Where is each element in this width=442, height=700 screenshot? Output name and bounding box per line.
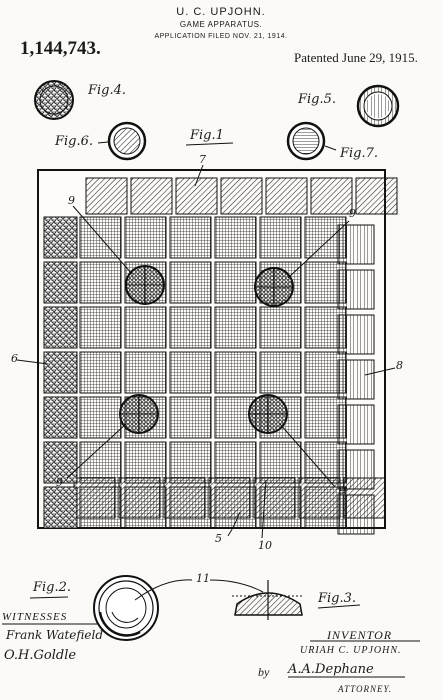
board-square <box>125 307 166 348</box>
fig4-piece <box>35 81 73 119</box>
fig3-piece <box>232 580 304 620</box>
fig3-leader <box>210 580 263 592</box>
board-square <box>44 487 77 528</box>
attorney-label: ATTORNEY. <box>338 684 392 694</box>
board-square <box>44 307 77 348</box>
board-square <box>80 307 121 348</box>
attorney-signature: A.A.Dephane <box>288 662 374 677</box>
board-square <box>80 442 121 483</box>
witness-signature-2: O.H.Goldle <box>4 648 76 663</box>
fig2-underline <box>30 597 68 598</box>
board-piece <box>249 395 287 433</box>
game-board <box>17 165 397 538</box>
board-square <box>170 307 211 348</box>
board-piece <box>126 266 164 304</box>
board-square <box>131 178 172 214</box>
board-square <box>305 352 346 393</box>
ref-8: 8 <box>396 359 403 372</box>
board-square <box>260 442 301 483</box>
board-square <box>44 217 77 258</box>
fig7-leader <box>325 146 336 150</box>
ref-9: 9 <box>339 484 346 497</box>
board-square <box>215 262 256 303</box>
board-square <box>80 352 121 393</box>
board-square <box>170 487 211 528</box>
witness-signature-1: Frank Watefield <box>6 628 103 642</box>
board-square <box>170 217 211 258</box>
fig2-label: Fig.2. <box>33 580 71 595</box>
fig5-piece <box>358 86 398 126</box>
ref-9: 9 <box>56 476 63 489</box>
board-square <box>215 217 256 258</box>
board-square <box>356 178 397 214</box>
board-square <box>305 262 346 303</box>
board-square <box>215 352 256 393</box>
board-square <box>170 352 211 393</box>
fig4-label: Fig.4. <box>88 83 126 98</box>
by-label: by <box>258 665 269 680</box>
board-square <box>44 397 77 438</box>
ref-11: 11 <box>196 572 210 585</box>
board-square <box>125 352 166 393</box>
board-square <box>260 307 301 348</box>
board-square <box>170 262 211 303</box>
board-square <box>215 442 256 483</box>
witnesses-label: WITNESSES <box>2 611 67 623</box>
board-square <box>125 217 166 258</box>
board-square <box>80 397 121 438</box>
board-square <box>305 397 346 438</box>
fig5-label: Fig.5. <box>298 92 336 107</box>
ref-10: 10 <box>258 539 272 552</box>
ref-5: 5 <box>215 532 222 545</box>
inventor-label: INVENTOR <box>327 628 392 643</box>
fig1-underline <box>186 143 233 145</box>
fig2-piece <box>94 576 158 640</box>
board-square <box>215 307 256 348</box>
ref-6: 6 <box>11 352 18 365</box>
board-square <box>170 397 211 438</box>
fig7-piece <box>288 123 324 159</box>
patented-date: Patented June 29, 1915. <box>294 50 418 66</box>
board-square <box>86 178 127 214</box>
board-square <box>311 178 352 214</box>
invention-title: GAME APPARATUS. <box>0 20 442 29</box>
ref-9: 9 <box>68 194 75 207</box>
board-square <box>170 442 211 483</box>
board-square <box>125 442 166 483</box>
board-square <box>44 262 77 303</box>
board-square <box>305 217 346 258</box>
board-square <box>221 178 262 214</box>
fig1-label: Fig.1 <box>190 128 224 143</box>
inventor-signature: URIAH C. UPJOHN. <box>300 645 402 656</box>
board-square <box>80 487 121 528</box>
board-square <box>80 262 121 303</box>
patent-number: 1,144,743. <box>20 38 101 60</box>
board-piece <box>120 395 158 433</box>
board-piece <box>255 268 293 306</box>
ref-7: 7 <box>199 153 206 166</box>
board-square <box>260 352 301 393</box>
board-square <box>305 307 346 348</box>
board-square <box>260 487 301 528</box>
board-square <box>266 178 307 214</box>
fig7-label: Fig.7. <box>340 146 378 161</box>
fig6-leader <box>98 142 108 143</box>
fig6-piece <box>109 123 145 159</box>
board-square <box>44 352 77 393</box>
fig3-label: Fig.3. <box>318 591 356 606</box>
inventor-heading: U. C. UPJOHN. <box>0 6 442 18</box>
ref-9: 9 <box>349 207 356 220</box>
board-square <box>125 487 166 528</box>
board-square <box>260 217 301 258</box>
fig6-label: Fig.6. <box>55 134 93 149</box>
